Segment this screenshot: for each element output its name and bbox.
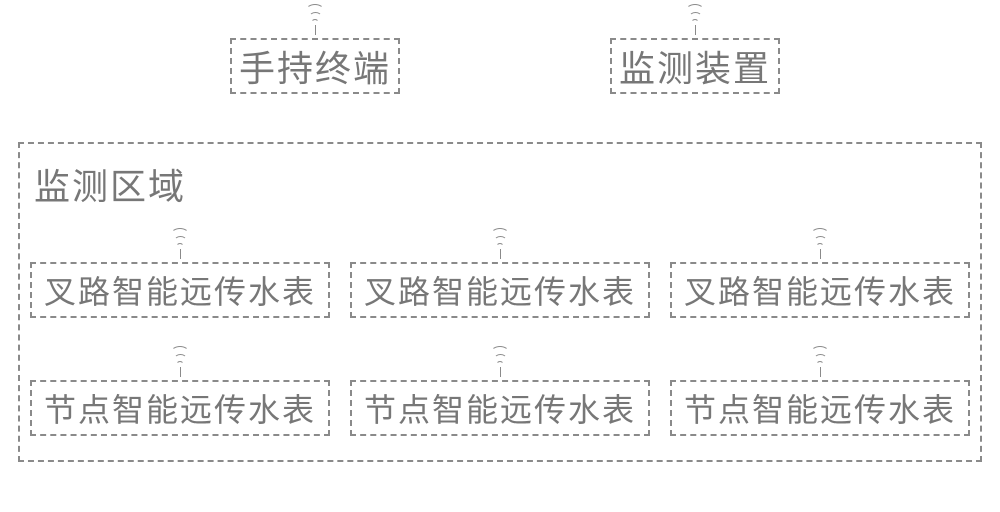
monitoring-area-label: 监测区域: [34, 158, 186, 210]
wireless-antenna-icon: [491, 346, 509, 377]
wireless-antenna-icon: [491, 228, 509, 259]
meter-box-r0-c0: 叉路智能远传水表: [30, 262, 330, 318]
meter-box-r1-c1-label: 节点智能远传水表: [364, 385, 636, 431]
meter-box-r0-c0-label: 叉路智能远传水表: [44, 267, 316, 313]
wireless-antenna-icon: [811, 346, 829, 377]
meter-box-r1-c2-label: 节点智能远传水表: [684, 385, 956, 431]
wireless-antenna-icon: [171, 346, 189, 377]
meter-box-r0-c2: 叉路智能远传水表: [670, 262, 970, 318]
meter-box-r0-c1: 叉路智能远传水表: [350, 262, 650, 318]
meter-box-r1-c1: 节点智能远传水表: [350, 380, 650, 436]
wireless-antenna-icon: [811, 228, 829, 259]
meter-box-r1-c2: 节点智能远传水表: [670, 380, 970, 436]
diagram-canvas: 手持终端监测装置监测区域叉路智能远传水表叉路智能远传水表叉路智能远传水表节点智能…: [0, 0, 1000, 512]
top-box-0-label: 手持终端: [239, 40, 391, 92]
wireless-antenna-icon: [306, 4, 324, 35]
top-box-1: 监测装置: [610, 38, 780, 94]
wireless-antenna-icon: [171, 228, 189, 259]
meter-box-r1-c0: 节点智能远传水表: [30, 380, 330, 436]
meter-box-r0-c2-label: 叉路智能远传水表: [684, 267, 956, 313]
wireless-antenna-icon: [686, 4, 704, 35]
top-box-0: 手持终端: [230, 38, 400, 94]
top-box-1-label: 监测装置: [619, 40, 771, 92]
meter-box-r0-c1-label: 叉路智能远传水表: [364, 267, 636, 313]
meter-box-r1-c0-label: 节点智能远传水表: [44, 385, 316, 431]
